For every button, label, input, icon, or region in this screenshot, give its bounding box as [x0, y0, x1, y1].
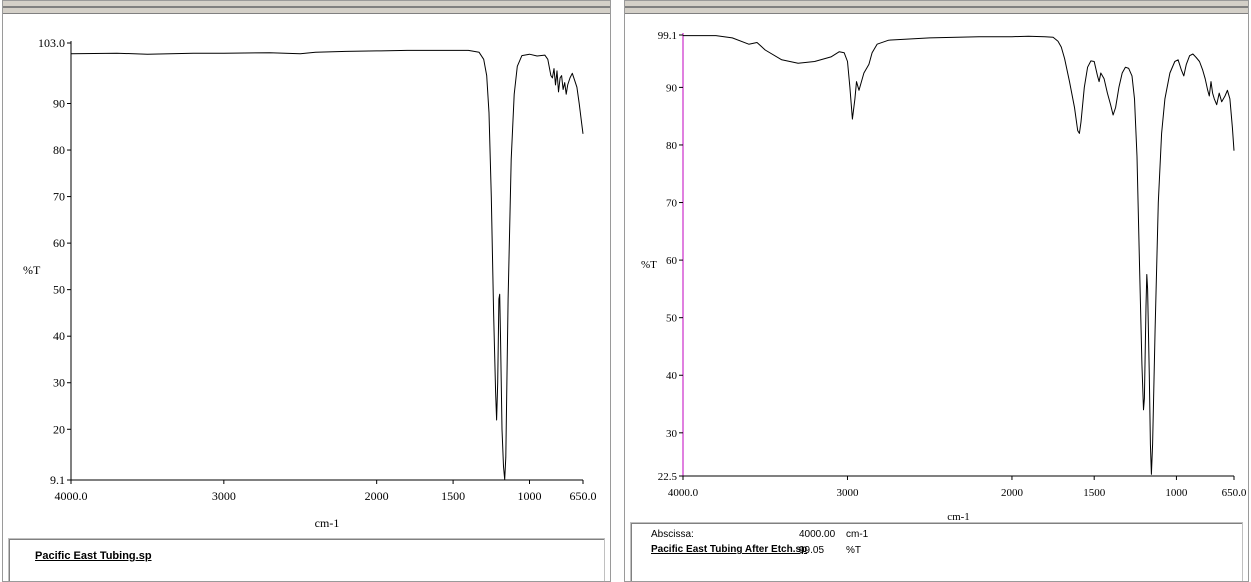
spectrum-window-right: 99.1 90 80 70 60 50 40 30 22.5 4000.0 3000 2000 1500…	[624, 0, 1249, 582]
right-x-tick-label: 1500	[1083, 487, 1106, 499]
left-y-tick-label: 90	[53, 97, 65, 111]
chart-right[interactable]: 99.1 90 80 70 60 50 40 30 22.5 4000.0 3000 2000 1500…	[625, 13, 1248, 525]
left-x-tick-label: 1500	[441, 489, 465, 503]
left-x-tick-label: 4000.0	[55, 489, 88, 503]
left-x-axis-label: cm-1	[315, 516, 340, 530]
right-x-tick-label: 1000	[1165, 487, 1188, 499]
right-x-tick-label: 650.0	[1222, 487, 1247, 499]
abscissa-unit: cm-1	[846, 529, 869, 540]
left-y-tick-label: 30	[53, 376, 65, 390]
spectrum-filename-left[interactable]: Pacific East Tubing.sp	[35, 550, 152, 562]
right-y-tick-label: 22.5	[658, 471, 678, 483]
left-x-tick-label: 1000	[518, 489, 542, 503]
spectrum-legend-right: Abscissa: 4000.00 cm-1 Pacific East Tubi…	[630, 522, 1243, 581]
left-y-tick-label: 60	[53, 236, 65, 250]
left-x-tick-label: 3000	[212, 489, 236, 503]
left-y-tick-label: 50	[53, 283, 65, 297]
spectrum-filename-right[interactable]: Pacific East Tubing After Etch.sp	[651, 544, 808, 555]
left-y-tick-label: 70	[53, 190, 65, 204]
window-top-border	[625, 1, 1248, 14]
right-x-tick-label: 3000	[836, 487, 859, 499]
right-x-axis-label: cm-1	[947, 511, 970, 523]
left-y-tick-label: 9.1	[50, 473, 65, 487]
right-spectrum-line	[683, 35, 1235, 475]
abscissa-label: Abscissa:	[651, 529, 694, 540]
left-y-axis-label: %T	[23, 263, 41, 277]
left-y-tick-label: 80	[53, 143, 65, 157]
right-y-tick-label: 90	[666, 82, 678, 94]
abscissa-value: 4000.00	[799, 529, 836, 540]
right-y-tick-label: 30	[666, 428, 678, 440]
right-x-tick-label: 4000.0	[668, 487, 699, 499]
left-y-tick-label: 40	[53, 329, 65, 343]
right-y-tick-label: 99.1	[658, 30, 677, 42]
left-y-tick-label: 103.0	[38, 36, 65, 50]
left-y-tick-label: 20	[53, 422, 65, 436]
right-y-tick-label: 80	[666, 140, 678, 152]
right-y-axis-label: %T	[641, 259, 657, 271]
spectrum-legend-left: Pacific East Tubing.sp	[8, 538, 605, 581]
window-top-border	[3, 1, 610, 14]
ordinate-value: 99.05	[799, 545, 825, 556]
right-y-tick-label: 50	[666, 313, 678, 325]
left-x-tick-label: 2000	[365, 489, 389, 503]
left-x-tick-label: 650.0	[570, 489, 597, 503]
left-spectrum-line	[70, 49, 584, 480]
spectrum-window-left: 103.0 90 80 70 60 50 40 30 20 9.1 4000.0 3000 2000 15…	[2, 0, 611, 582]
chart-left[interactable]: 103.0 90 80 70 60 50 40 30 20 9.1 4000.0 3000 2000 15…	[3, 13, 610, 541]
right-y-tick-label: 40	[666, 370, 678, 382]
right-y-tick-label: 60	[666, 255, 678, 267]
right-y-tick-label: 70	[666, 198, 678, 210]
ordinate-unit: %T	[846, 545, 861, 556]
right-x-tick-label: 2000	[1001, 487, 1024, 499]
